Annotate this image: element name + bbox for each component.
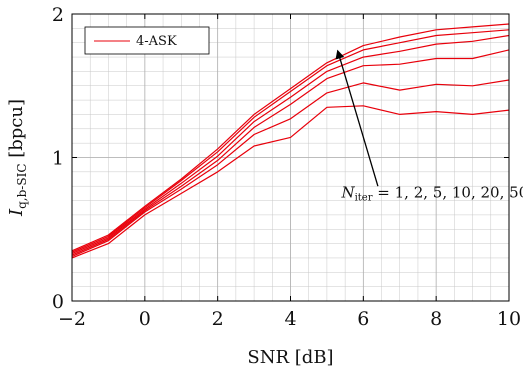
legend: 4-ASK bbox=[84, 26, 210, 55]
series-line-1 bbox=[71, 105, 510, 259]
annotation-label-rest: = 1, 2, 5, 10, 20, 50 bbox=[373, 184, 523, 202]
series-line-3 bbox=[71, 49, 510, 256]
grid bbox=[71, 13, 510, 302]
x-tick-label: 8 bbox=[430, 308, 442, 330]
x-tick-label: 0 bbox=[139, 308, 151, 330]
x-tick-label: 2 bbox=[212, 308, 224, 330]
annotation-arrow bbox=[335, 49, 379, 187]
series-line-6 bbox=[71, 23, 510, 252]
legend-label-4-ask: 4-ASK bbox=[136, 34, 177, 49]
y-axis-label-main: I bbox=[6, 208, 27, 217]
series-line-4 bbox=[71, 34, 510, 255]
x-axis-label: SNR [dB] bbox=[247, 347, 333, 368]
x-tick-label: −2 bbox=[58, 308, 86, 330]
y-tick-label: 0 bbox=[52, 291, 64, 313]
y-tick-label: 2 bbox=[52, 4, 64, 26]
y-axis-label: Iq,b-SIC [bpcu] bbox=[6, 99, 29, 217]
x-tick-label: 10 bbox=[497, 308, 521, 330]
series-line-5 bbox=[71, 29, 510, 253]
series-group bbox=[71, 23, 510, 259]
x-tick-label: 4 bbox=[284, 308, 296, 330]
annotation-label-main: N bbox=[340, 184, 355, 202]
x-tick-label: 6 bbox=[357, 308, 369, 330]
annotation-label: Niter = 1, 2, 5, 10, 20, 50 bbox=[340, 184, 523, 204]
y-axis-label-sub: q,b-SIC bbox=[15, 164, 29, 209]
annotation-label-sub: iter bbox=[355, 193, 373, 204]
y-tick-label: 1 bbox=[52, 148, 64, 170]
y-axis-label-unit: [bpcu] bbox=[6, 99, 27, 164]
series-line-2 bbox=[71, 79, 510, 258]
